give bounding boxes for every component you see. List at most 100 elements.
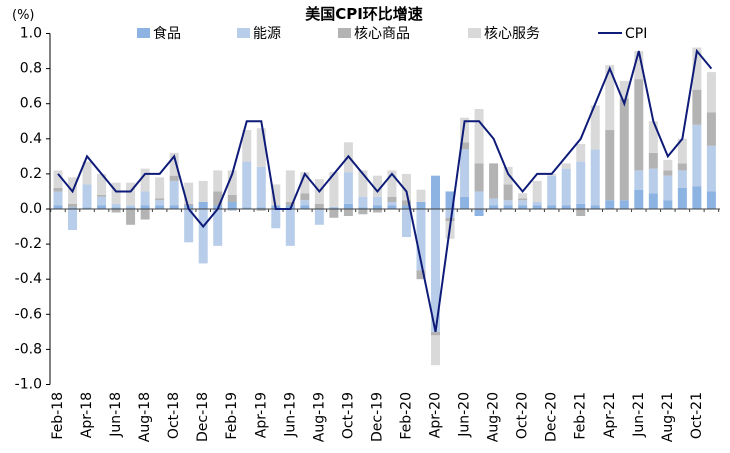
bar-core-goods-43: [677, 163, 687, 171]
bar-core-goods-12: [227, 194, 237, 202]
x-tick-label: Oct-18: [166, 392, 182, 439]
bar-food-43: [677, 187, 687, 209]
bar-core-goods-32: [518, 198, 528, 201]
bar-food-30: [489, 205, 499, 209]
bar-energy-35: [561, 168, 571, 206]
bar-core-services-22: [372, 175, 382, 197]
legend-swatch-food: [137, 28, 150, 38]
bar-energy-22: [372, 196, 382, 206]
bar-food-26: [431, 175, 441, 209]
bar-core-services-12: [227, 170, 237, 195]
bar-core-services-16: [285, 170, 295, 202]
bar-core-services-6: [140, 168, 150, 192]
x-tick-label: Jun-18: [108, 392, 124, 438]
bar-core-goods-40: [634, 79, 644, 171]
bar-core-goods-16: [285, 201, 295, 206]
bar-core-services-10: [198, 180, 208, 202]
bar-food-19: [329, 207, 339, 210]
bar-core-services-44: [692, 47, 702, 90]
bar-core-services-11: [213, 170, 223, 192]
bar-energy-3: [97, 196, 107, 206]
bar-energy-18: [314, 209, 324, 225]
bar-core-services-3: [97, 173, 107, 195]
bars-layer: [53, 47, 716, 366]
x-tick-label: Dec-18: [195, 392, 211, 442]
bar-energy-29: [474, 191, 484, 209]
bar-energy-10: [198, 209, 208, 264]
bar-energy-4: [111, 203, 121, 208]
bar-core-goods-24: [401, 200, 411, 206]
bar-food-14: [256, 207, 266, 210]
y-tick-label: 0.4: [20, 131, 42, 147]
bar-core-services-37: [590, 105, 600, 150]
bar-food-17: [300, 205, 310, 209]
bar-core-goods-7: [155, 198, 165, 201]
bar-core-goods-8: [169, 175, 179, 181]
bar-food-20: [343, 203, 353, 209]
bar-food-5: [126, 207, 136, 210]
bar-food-32: [518, 205, 528, 209]
x-tick-label: Dec-19: [369, 392, 385, 442]
bar-energy-42: [663, 175, 673, 201]
bar-energy-9: [184, 209, 194, 243]
bar-energy-0: [53, 191, 63, 206]
bar-food-36: [576, 203, 586, 209]
bar-core-goods-4: [111, 209, 121, 213]
bar-energy-14: [256, 166, 266, 208]
bar-food-3: [97, 205, 107, 209]
y-tick-label: -0.8: [15, 341, 42, 357]
bar-energy-2: [82, 184, 92, 208]
bar-core-goods-18: [314, 203, 324, 209]
x-tick-label: Oct-19: [340, 392, 356, 439]
bar-food-45: [706, 191, 716, 209]
bar-energy-31: [503, 200, 513, 206]
bar-food-4: [111, 207, 121, 210]
bar-food-40: [634, 189, 644, 209]
legend-swatch-core-goods: [338, 28, 351, 38]
bar-food-25: [416, 201, 426, 209]
bar-energy-21: [358, 196, 368, 208]
bar-core-goods-1: [68, 203, 78, 208]
bar-food-31: [503, 205, 513, 209]
bar-core-services-36: [576, 144, 586, 162]
tick-labels-layer: 1.0 0.8 0.6 0.4 0.2 0.0 -0.2 -0.4 -0.6 -0.8 -1.0 Fe…: [15, 26, 705, 443]
bar-core-services-21: [358, 170, 368, 197]
bar-core-goods-9: [184, 203, 194, 206]
bar-core-services-28: [460, 117, 470, 143]
bar-energy-32: [518, 200, 528, 206]
bar-core-services-5: [126, 182, 136, 206]
bar-core-goods-20: [343, 209, 353, 217]
bar-core-services-4: [111, 182, 121, 204]
legend-item-core-services: 核心服务: [468, 26, 540, 42]
legend-item-food: 食品: [137, 25, 181, 42]
x-tick-label: Feb-21: [573, 392, 589, 440]
bar-core-services-35: [561, 163, 571, 169]
bar-core-services-25: [416, 189, 426, 202]
legend-label-energy: 能源: [253, 26, 281, 42]
bar-core-goods-28: [460, 142, 470, 150]
bar-core-goods-26: [431, 331, 441, 336]
bar-core-goods-23: [387, 196, 397, 202]
x-tick-label: Aug-21: [660, 392, 676, 442]
axes-layer: [46, 33, 720, 385]
bar-core-services-19: [329, 172, 339, 208]
bar-core-services-43: [677, 138, 687, 164]
cpi-line: [57, 48, 713, 333]
bar-food-12: [227, 201, 237, 209]
bar-food-35: [561, 205, 571, 209]
bar-food-27: [445, 191, 455, 209]
bar-core-goods-36: [576, 209, 586, 217]
x-tick-label: Feb-18: [50, 392, 66, 440]
bar-core-services-0: [53, 170, 63, 188]
bar-core-goods-42: [663, 170, 673, 176]
bar-energy-33: [532, 201, 542, 206]
line-layer: [57, 48, 713, 333]
bar-core-services-38: [605, 65, 615, 131]
x-tick-label: Aug-20: [486, 392, 502, 442]
bar-energy-24: [401, 209, 411, 238]
legend-swatch-energy: [237, 28, 250, 38]
bar-core-goods-11: [213, 191, 223, 206]
bar-energy-16: [285, 209, 295, 246]
bar-core-goods-5: [126, 209, 136, 225]
bar-food-23: [387, 205, 397, 209]
